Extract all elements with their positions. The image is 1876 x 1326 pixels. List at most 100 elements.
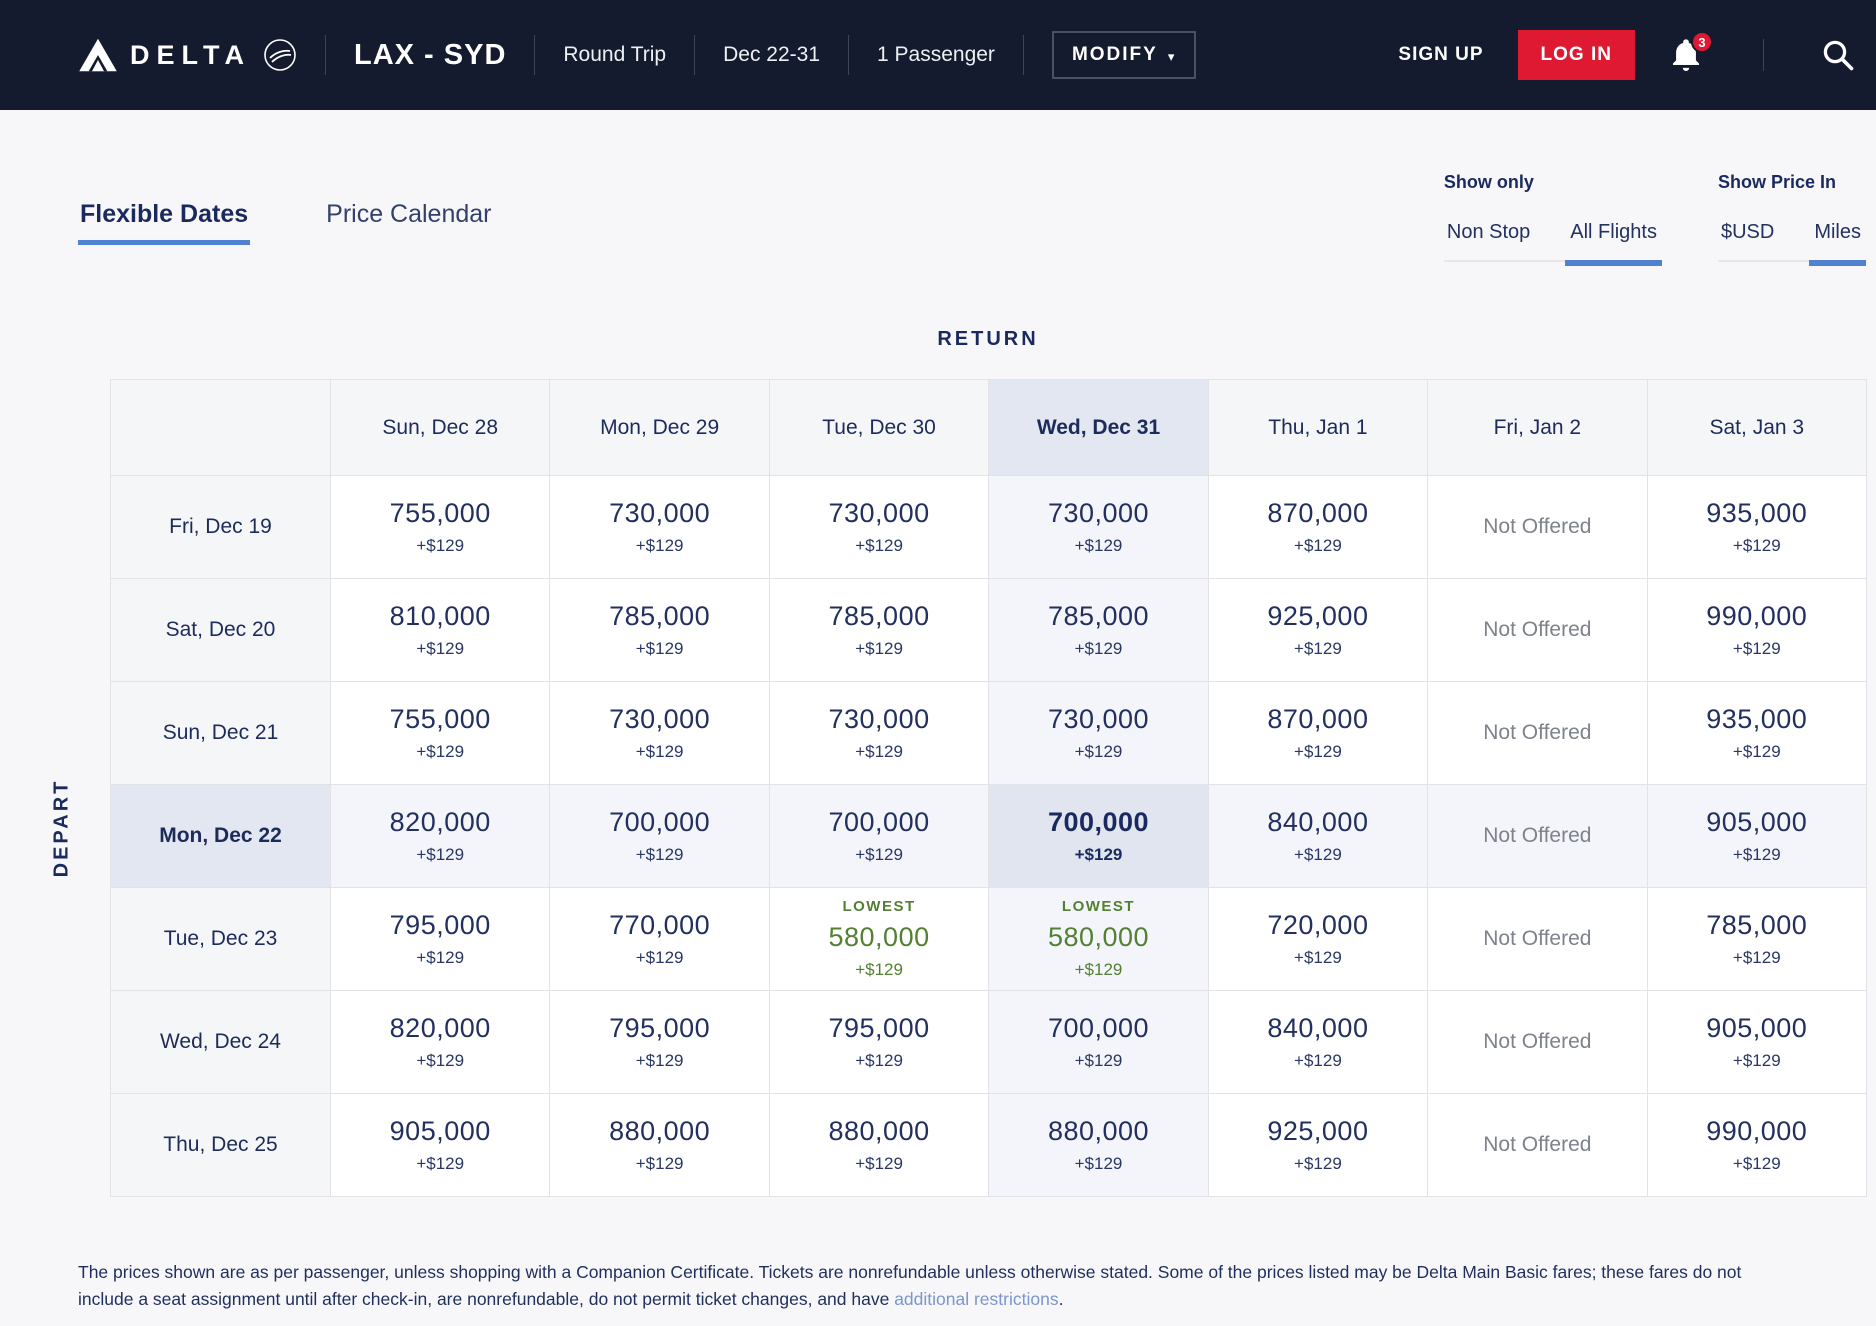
sign-up-link[interactable]: SIGN UP	[1398, 44, 1484, 65]
cash-addon: +$129	[416, 742, 465, 761]
lowest-badge: LOWEST	[1061, 898, 1136, 915]
cash-addon: +$129	[1732, 536, 1781, 555]
cash-addon: +$129	[635, 948, 684, 967]
fare-cell[interactable]: 730,000 +$129	[550, 476, 770, 579]
cash-addon: +$129	[855, 960, 903, 979]
fare-cell[interactable]: 905,000 +$129	[331, 1094, 551, 1197]
fare-cell[interactable]: 905,000 +$129	[1647, 785, 1867, 888]
fare-cell[interactable]: 820,000 +$129	[331, 991, 551, 1094]
fare-cell[interactable]: 990,000 +$129	[1647, 579, 1867, 682]
option-non-stop[interactable]: Non Stop	[1446, 221, 1531, 243]
fare-cell[interactable]: 925,000 +$129	[1208, 1094, 1429, 1197]
show-price-in-options: $USD Miles	[1717, 221, 1866, 266]
fare-cell[interactable]: 840,000 +$129	[1208, 991, 1429, 1094]
miles-price: 810,000	[389, 601, 491, 631]
depart-date-header: Wed, Dec 24	[111, 991, 331, 1094]
miles-price: 820,000	[389, 807, 491, 837]
depart-axis-label: DEPART	[50, 778, 73, 878]
miles-price: 795,000	[828, 1013, 930, 1043]
cash-addon: +$129	[416, 1051, 465, 1070]
fare-cell[interactable]: 840,000 +$129	[1208, 785, 1429, 888]
fare-cell[interactable]: 785,000 +$129	[769, 579, 990, 682]
fare-cell[interactable]: LOWEST 580,000 +$129	[989, 888, 1209, 991]
fare-cell[interactable]: 935,000 +$129	[1647, 682, 1867, 785]
depart-date-header: Thu, Dec 25	[111, 1094, 331, 1197]
cash-addon: +$129	[635, 639, 684, 658]
fare-cell[interactable]: 880,000 +$129	[769, 1094, 990, 1197]
delta-logo[interactable]: DELTA	[78, 37, 297, 73]
fare-cell-not-offered: Not Offered	[1428, 1094, 1648, 1197]
return-date-label: Mon, Dec 29	[600, 415, 720, 439]
additional-restrictions-link[interactable]: additional restrictions	[894, 1289, 1059, 1310]
show-price-in-group: Show Price In $USD Miles	[1717, 172, 1866, 266]
depart-date-header: Sun, Dec 21	[111, 682, 331, 785]
cash-addon: +$129	[635, 1051, 684, 1070]
miles-price: 700,000	[609, 807, 711, 837]
fare-cell[interactable]: 700,000 +$129	[769, 785, 990, 888]
fare-cell[interactable]: 795,000 +$129	[331, 888, 551, 991]
miles-price: 880,000	[609, 1116, 711, 1146]
fare-cell[interactable]: 700,000 +$129	[989, 785, 1209, 888]
log-in-button[interactable]: LOG IN	[1517, 30, 1635, 80]
modify-button-label: MODIFY	[1071, 44, 1158, 65]
miles-price: 925,000	[1267, 1116, 1369, 1146]
cash-addon: +$129	[416, 948, 465, 967]
miles-price: 785,000	[1706, 910, 1808, 940]
modify-button[interactable]: MODIFY ▾	[1051, 31, 1197, 79]
fare-cell[interactable]: 785,000 +$129	[989, 579, 1209, 682]
miles-price: 730,000	[1047, 498, 1150, 528]
fare-cell[interactable]: 730,000 +$129	[769, 682, 990, 785]
fare-cell[interactable]: 925,000 +$129	[1208, 579, 1429, 682]
fare-cell[interactable]: 700,000 +$129	[989, 991, 1209, 1094]
fare-cell[interactable]: 730,000 +$129	[989, 476, 1209, 579]
fare-cell[interactable]: 880,000 +$129	[550, 1094, 770, 1197]
depart-date-label: Thu, Dec 25	[163, 1133, 278, 1156]
fare-cell[interactable]: 730,000 +$129	[550, 682, 770, 785]
return-date-label: Fri, Jan 2	[1493, 415, 1582, 439]
fare-cell[interactable]: 720,000 +$129	[1208, 888, 1429, 991]
depart-date-label: Sun, Dec 21	[162, 721, 279, 744]
fare-cell[interactable]: 755,000 +$129	[331, 682, 551, 785]
fare-cell[interactable]: 795,000 +$129	[769, 991, 990, 1094]
fare-cell[interactable]: 820,000 +$129	[331, 785, 551, 888]
notifications-button[interactable]: 3	[1669, 31, 1713, 75]
fare-cell[interactable]: 785,000 +$129	[1647, 888, 1867, 991]
miles-price: 785,000	[1047, 601, 1150, 631]
miles-price: 905,000	[389, 1116, 491, 1146]
miles-price: 730,000	[828, 498, 930, 528]
show-only-label: Show only	[1443, 172, 1534, 192]
fare-cell[interactable]: LOWEST 580,000 +$129	[769, 888, 990, 991]
miles-price: 990,000	[1706, 601, 1808, 631]
cash-addon: +$129	[635, 845, 684, 864]
fare-cell[interactable]: 785,000 +$129	[550, 579, 770, 682]
fare-cell[interactable]: 935,000 +$129	[1647, 476, 1867, 579]
tab-flexible-dates[interactable]: Flexible Dates	[78, 200, 251, 245]
cash-addon: +$129	[1294, 742, 1342, 761]
fare-cell[interactable]: 730,000 +$129	[989, 682, 1209, 785]
fare-cell[interactable]: 700,000 +$129	[550, 785, 770, 888]
depart-date-header: Mon, Dec 22	[111, 785, 331, 888]
fare-cell[interactable]: 905,000 +$129	[1647, 991, 1867, 1094]
cash-addon: +$129	[1074, 1154, 1123, 1173]
return-date-header: Fri, Jan 2	[1428, 380, 1648, 476]
fare-cell[interactable]: 990,000 +$129	[1647, 1094, 1867, 1197]
fare-cell[interactable]: 730,000 +$129	[769, 476, 990, 579]
nav-divider	[694, 35, 696, 75]
fare-cell[interactable]: 870,000 +$129	[1208, 682, 1429, 785]
fare-cell[interactable]: 880,000 +$129	[989, 1094, 1209, 1197]
search-button[interactable]	[1820, 37, 1856, 73]
option-all-flights[interactable]: All Flights	[1565, 221, 1662, 266]
tab-price-calendar[interactable]: Price Calendar	[326, 200, 492, 228]
fare-cell[interactable]: 755,000 +$129	[331, 476, 551, 579]
cash-addon: +$129	[855, 742, 903, 761]
return-date-header: Sat, Jan 3	[1647, 380, 1867, 476]
option-usd[interactable]: $USD	[1720, 221, 1775, 243]
fare-cell[interactable]: 870,000 +$129	[1208, 476, 1429, 579]
fare-cell[interactable]: 770,000 +$129	[550, 888, 770, 991]
fare-cell[interactable]: 810,000 +$129	[331, 579, 551, 682]
view-tabs: Flexible Dates Price Calendar	[78, 200, 494, 245]
option-miles[interactable]: Miles	[1809, 221, 1866, 266]
fare-cell[interactable]: 795,000 +$129	[550, 991, 770, 1094]
skyteam-logo-icon	[264, 39, 296, 71]
cash-addon: +$129	[416, 845, 465, 864]
